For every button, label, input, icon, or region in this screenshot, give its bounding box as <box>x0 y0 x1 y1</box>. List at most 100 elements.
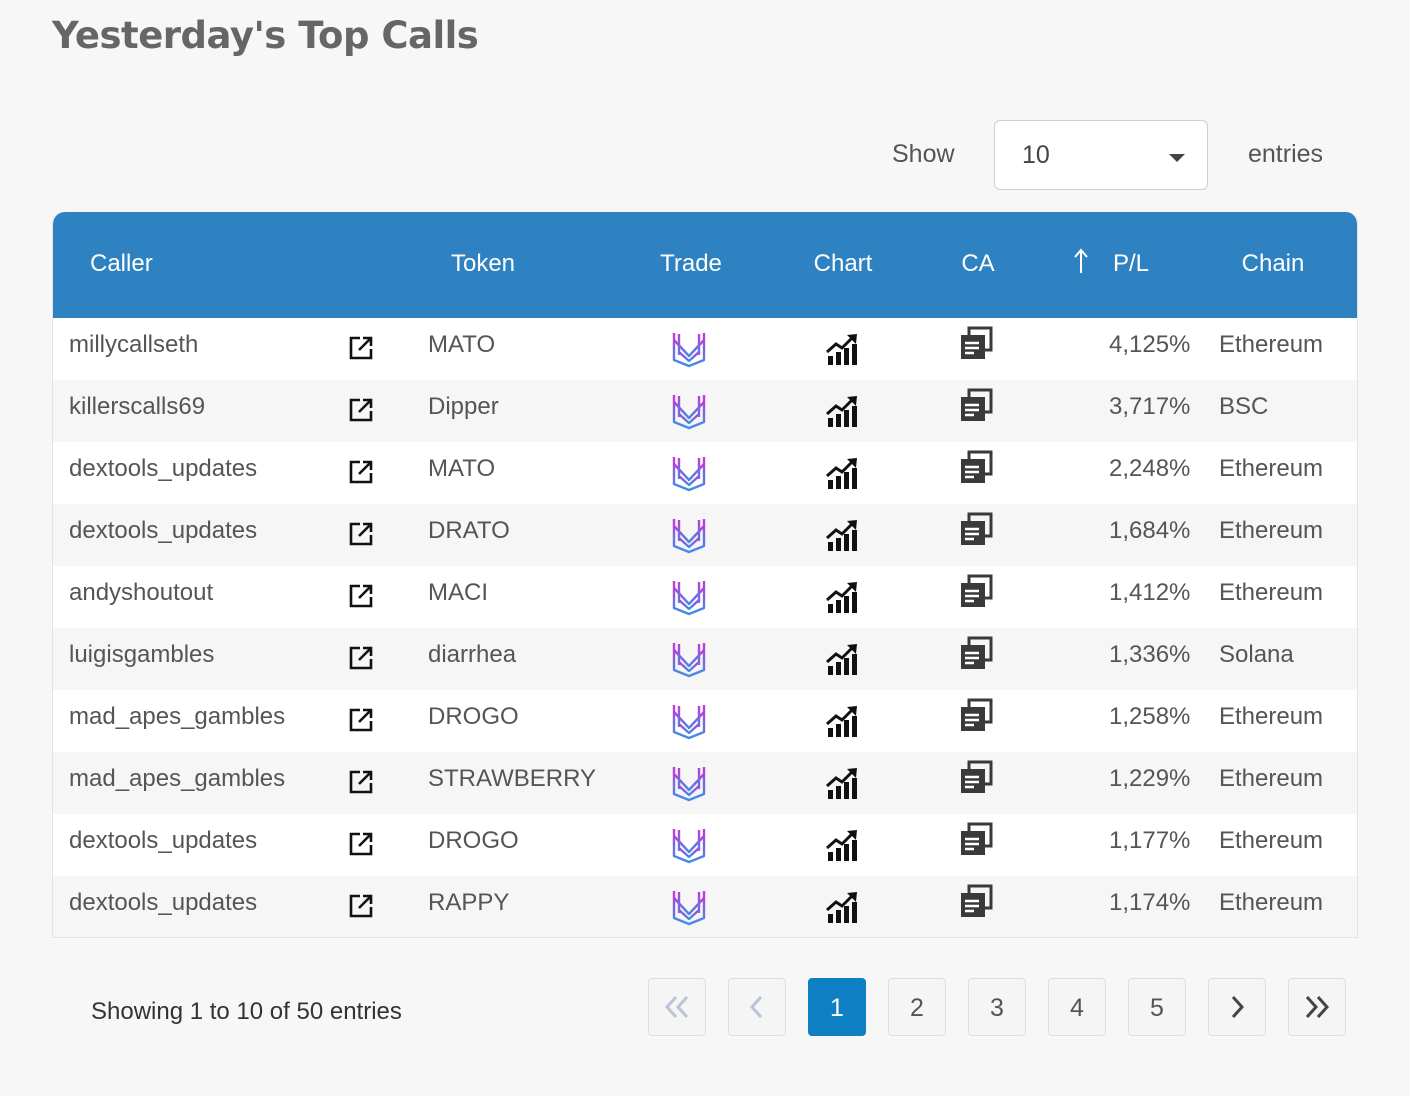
top-calls-table: Caller Token Trade Chart CA P/L Chain mi… <box>52 212 1358 938</box>
show-label: Show <box>892 140 955 168</box>
profit-loss-value: 2,248% <box>1109 455 1191 482</box>
chain-name: Ethereum <box>1219 889 1324 916</box>
chevron-down-icon <box>1169 154 1185 162</box>
chart-icon[interactable] <box>825 332 859 366</box>
caller-name: dextools_updates <box>69 455 258 482</box>
column-header-trade[interactable]: Trade <box>660 250 722 277</box>
trade-logo-icon[interactable] <box>670 516 708 554</box>
caller-name: dextools_updates <box>69 889 258 916</box>
page-4-button[interactable]: 4 <box>1048 978 1106 1036</box>
chart-icon[interactable] <box>825 456 859 490</box>
trade-logo-icon[interactable] <box>670 330 708 368</box>
external-link-icon[interactable] <box>347 706 375 734</box>
external-link-icon[interactable] <box>347 892 375 920</box>
profit-loss-value: 1,684% <box>1109 517 1191 544</box>
selected-entries-value: 10 <box>1022 141 1050 169</box>
next-page-icon <box>1231 995 1245 1019</box>
token-name: MACI <box>428 579 488 606</box>
external-link-icon[interactable] <box>347 582 375 610</box>
trade-logo-icon[interactable] <box>670 454 708 492</box>
chart-icon[interactable] <box>825 642 859 676</box>
chain-name: Ethereum <box>1219 703 1324 730</box>
token-name: Dipper <box>428 393 499 420</box>
table-row: dextools_updates RAPPY 1,174% Ethereum <box>53 876 1357 937</box>
copy-icon[interactable] <box>959 636 993 670</box>
copy-icon[interactable] <box>959 884 993 918</box>
column-header-chart[interactable]: Chart <box>813 250 873 277</box>
profit-loss-value: 1,177% <box>1109 827 1191 854</box>
token-name: DRATO <box>428 517 510 544</box>
chart-icon[interactable] <box>825 828 859 862</box>
caller-name: mad_apes_gambles <box>69 703 286 730</box>
copy-icon[interactable] <box>959 760 993 794</box>
column-header-ca[interactable]: CA <box>961 250 995 277</box>
external-link-icon[interactable] <box>347 830 375 858</box>
caller-name: millycallseth <box>69 331 199 358</box>
trade-logo-icon[interactable] <box>670 826 708 864</box>
page-2-button[interactable]: 2 <box>888 978 946 1036</box>
token-name: MATO <box>428 455 496 482</box>
copy-icon[interactable] <box>959 574 993 608</box>
chain-name: BSC <box>1219 393 1269 420</box>
column-header-chain[interactable]: Chain <box>1241 250 1305 277</box>
trade-logo-icon[interactable] <box>670 764 708 802</box>
external-link-icon[interactable] <box>347 644 375 672</box>
page-1-button[interactable]: 1 <box>808 978 866 1036</box>
external-link-icon[interactable] <box>347 396 375 424</box>
table-row: dextools_updates DRATO 1,684% Ethereum <box>53 504 1357 566</box>
chain-name: Ethereum <box>1219 765 1324 792</box>
table-row: dextools_updates MATO 2,248% Ethereum <box>53 442 1357 504</box>
next-page-button[interactable] <box>1208 978 1266 1036</box>
external-link-icon[interactable] <box>347 458 375 486</box>
token-name: RAPPY <box>428 889 510 916</box>
trade-logo-icon[interactable] <box>670 392 708 430</box>
trade-logo-icon[interactable] <box>670 578 708 616</box>
copy-icon[interactable] <box>959 512 993 546</box>
trade-logo-icon[interactable] <box>670 888 708 926</box>
previous-page-icon <box>749 995 763 1019</box>
copy-icon[interactable] <box>959 388 993 422</box>
table-row: mad_apes_gambles STRAWBERRY 1,229% Ethereum <box>53 752 1357 814</box>
chart-icon[interactable] <box>825 580 859 614</box>
table-row: killerscalls69 Dipper 3,717% BSC <box>53 380 1357 442</box>
copy-icon[interactable] <box>959 822 993 856</box>
caller-name: mad_apes_gambles <box>69 765 286 792</box>
external-link-icon[interactable] <box>347 334 375 362</box>
column-header-pl[interactable]: P/L <box>1112 250 1150 277</box>
table-row: andyshoutout MACI 1,412% Ethereum <box>53 566 1357 628</box>
table-row: luigisgambles diarrhea 1,336% Solana <box>53 628 1357 690</box>
external-link-icon[interactable] <box>347 768 375 796</box>
arrow-up-icon[interactable] <box>1074 248 1088 274</box>
last-page-icon <box>1305 995 1330 1019</box>
profit-loss-value: 1,229% <box>1109 765 1191 792</box>
caller-name: luigisgambles <box>69 641 215 668</box>
chart-icon[interactable] <box>825 518 859 552</box>
column-header-caller[interactable]: Caller <box>90 250 153 277</box>
chain-name: Ethereum <box>1219 827 1324 854</box>
page-title: Yesterday's Top Calls <box>52 14 479 57</box>
copy-icon[interactable] <box>959 450 993 484</box>
caller-name: andyshoutout <box>69 579 214 606</box>
table-header: Caller Token Trade Chart CA P/L Chain <box>53 212 1357 318</box>
chart-icon[interactable] <box>825 766 859 800</box>
first-page-button[interactable] <box>648 978 706 1036</box>
trade-logo-icon[interactable] <box>670 702 708 740</box>
previous-page-button[interactable] <box>728 978 786 1036</box>
chart-icon[interactable] <box>825 394 859 428</box>
last-page-button[interactable] <box>1288 978 1346 1036</box>
page-3-button[interactable]: 3 <box>968 978 1026 1036</box>
table-row: dextools_updates DROGO 1,177% Ethereum <box>53 814 1357 876</box>
profit-loss-value: 1,336% <box>1109 641 1191 668</box>
chart-icon[interactable] <box>825 704 859 738</box>
caller-name: killerscalls69 <box>69 393 206 420</box>
page-5-button[interactable]: 5 <box>1128 978 1186 1036</box>
column-header-token[interactable]: Token <box>450 250 516 277</box>
trade-logo-icon[interactable] <box>670 640 708 678</box>
chain-name: Ethereum <box>1219 331 1324 358</box>
external-link-icon[interactable] <box>347 520 375 548</box>
copy-icon[interactable] <box>959 326 993 360</box>
entries-per-page-select[interactable]: 10 <box>994 120 1208 190</box>
chart-icon[interactable] <box>825 890 859 924</box>
copy-icon[interactable] <box>959 698 993 732</box>
token-name: DROGO <box>428 703 519 730</box>
